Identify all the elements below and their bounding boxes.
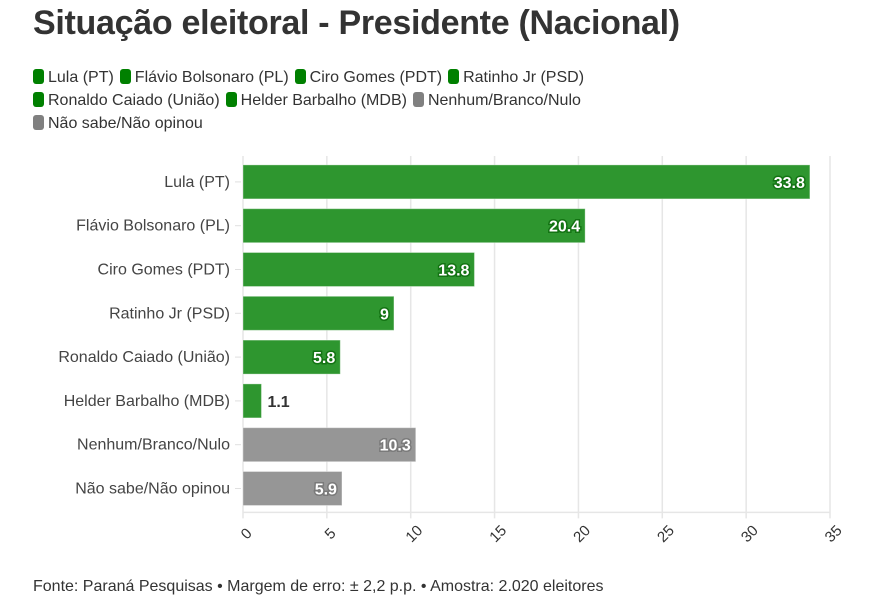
legend-item[interactable]: Não sabe/Não opinou (33, 112, 203, 135)
legend-item[interactable]: Ratinho Jr (PSD) (448, 66, 584, 89)
source-footer: Fonte: Paraná Pesquisas • Margem de erro… (33, 578, 604, 595)
y-category-label: Ciro Gomes (PDT) (98, 262, 230, 279)
bar[interactable] (242, 427, 417, 463)
legend-label: Não sabe/Não opinou (48, 115, 203, 132)
legend-swatch (412, 92, 424, 107)
x-tick-label: 0 (238, 525, 256, 543)
legend-label: Flávio Bolsonaro (PL) (134, 69, 289, 86)
y-category-label: Helder Barbalho (MDB) (64, 393, 230, 410)
x-tick-label: 25 (654, 522, 678, 546)
x-tick-label: 10 (402, 522, 426, 546)
bar[interactable] (242, 252, 475, 287)
legend-swatch (33, 115, 44, 130)
legend-item[interactable]: Helder Barbalho (MDB) (225, 89, 407, 112)
bar[interactable] (242, 383, 262, 419)
legend-swatch (119, 69, 131, 84)
legend-label: Lula (PT) (48, 69, 114, 86)
x-tick-label: 15 (486, 522, 510, 546)
legend: Lula (PT) Flávio Bolsonaro (PL) Ciro Gomes… (33, 66, 753, 135)
bar[interactable] (242, 208, 586, 244)
x-tick-label: 5 (322, 525, 340, 543)
value-label: 33.8 (774, 175, 805, 192)
bar[interactable] (242, 471, 343, 506)
legend-label: Ronaldo Caiado (União) (48, 92, 220, 109)
y-category-label: Ronaldo Caiado (União) (58, 349, 230, 366)
legend-swatch (294, 69, 306, 84)
legend-item[interactable]: Flávio Bolsonaro (PL) (119, 66, 289, 89)
chart-title: Situação eleitoral - Presidente (Naciona… (33, 4, 680, 42)
x-tick-label: 30 (738, 522, 762, 546)
legend-item[interactable]: Ronaldo Caiado (União) (33, 89, 220, 112)
bar[interactable] (242, 164, 811, 200)
value-label: 20.4 (549, 219, 580, 236)
value-label: 5.8 (313, 350, 335, 367)
bar[interactable] (242, 295, 395, 331)
legend-label: Ciro Gomes (PDT) (309, 69, 443, 86)
y-category-label: Flávio Bolsonaro (PL) (76, 218, 230, 235)
y-category-label: Não sabe/Não opinou (75, 481, 230, 498)
legend-swatch (225, 92, 237, 107)
y-category-label: Ratinho Jr (PSD) (109, 305, 230, 322)
value-label: 1.1 (267, 394, 289, 411)
legend-item[interactable]: Ciro Gomes (PDT) (294, 66, 443, 89)
legend-swatch (33, 69, 44, 84)
bar[interactable] (242, 339, 341, 375)
legend-item[interactable]: Lula (PT) (33, 66, 114, 89)
bar-chart: 0 5 10 15 20 25 30 35 Lula (PT) 33.8 Flávio Bolson… (58, 156, 846, 546)
value-label: 13.8 (438, 263, 469, 280)
legend-swatch (33, 92, 44, 107)
value-label: 9 (380, 306, 389, 323)
legend-swatch (448, 69, 460, 84)
legend-item[interactable]: Nenhum/Branco/Nulo (412, 89, 581, 112)
value-label: 5.9 (315, 482, 337, 499)
x-tick-label: 35 (822, 522, 846, 546)
legend-label: Ratinho Jr (PSD) (463, 69, 585, 86)
legend-label: Helder Barbalho (MDB) (240, 92, 407, 109)
x-tick-label: 20 (570, 522, 594, 546)
y-category-label: Nenhum/Branco/Nulo (77, 437, 230, 454)
y-category-label: Lula (PT) (164, 174, 230, 191)
legend-label: Nenhum/Branco/Nulo (427, 92, 581, 109)
value-label: 10.3 (380, 438, 411, 455)
